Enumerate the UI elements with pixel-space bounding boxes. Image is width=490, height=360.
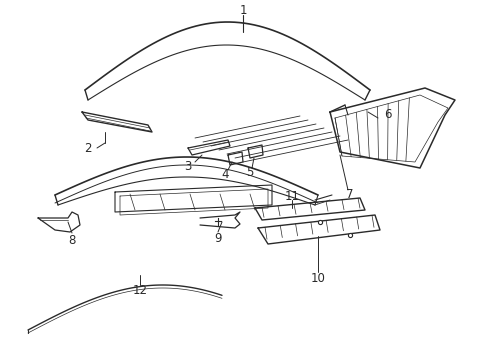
Text: 3: 3	[184, 161, 192, 174]
Text: 1: 1	[239, 4, 247, 17]
Text: 11: 11	[285, 189, 299, 202]
Text: 7: 7	[346, 189, 354, 202]
Text: 5: 5	[246, 166, 254, 180]
Text: 10: 10	[311, 271, 325, 284]
Text: 8: 8	[68, 234, 75, 247]
Text: 9: 9	[214, 231, 222, 244]
Text: 4: 4	[221, 168, 229, 181]
Text: 12: 12	[132, 284, 147, 297]
Text: 6: 6	[384, 108, 392, 122]
Text: 2: 2	[84, 141, 92, 154]
